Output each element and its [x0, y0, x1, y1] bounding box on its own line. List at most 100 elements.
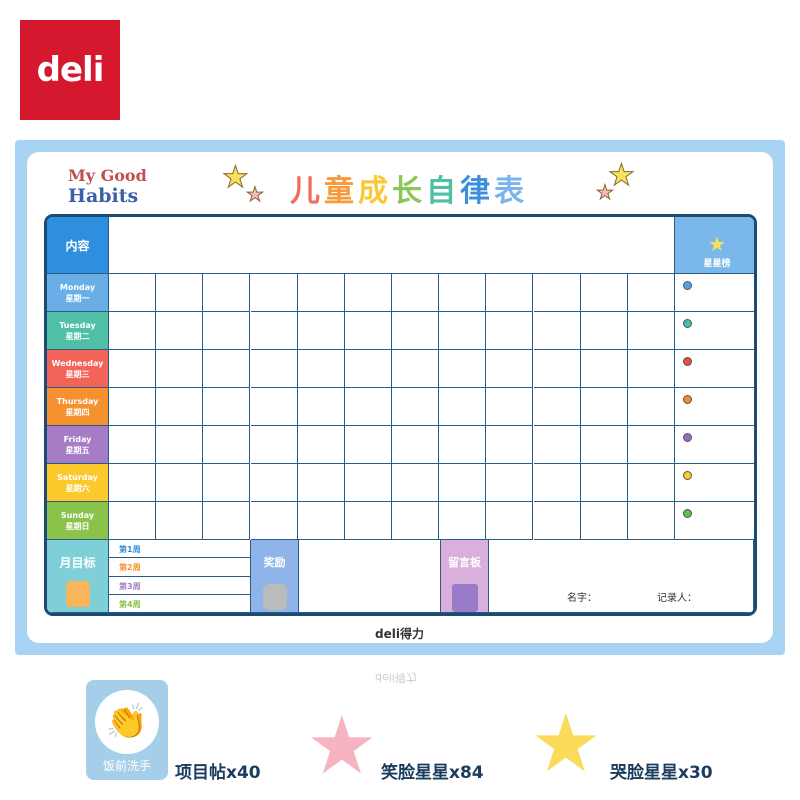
grid-cell[interactable] [109, 426, 157, 464]
grid-cell[interactable] [439, 426, 487, 464]
grid-cell[interactable] [156, 464, 204, 502]
grid-cell[interactable] [203, 464, 251, 502]
star-board-cell[interactable] [675, 388, 754, 426]
title-char: 儿 [290, 174, 324, 209]
grid-cell[interactable] [533, 426, 581, 464]
grid-cell[interactable] [439, 388, 487, 426]
star-board-cell[interactable] [675, 312, 754, 350]
grid-cell[interactable] [156, 388, 204, 426]
star-board-cell[interactable] [675, 350, 754, 388]
grid-cell[interactable] [392, 426, 440, 464]
grid-cell[interactable] [486, 312, 534, 350]
grid-cell[interactable] [486, 274, 534, 312]
star-board-cell[interactable] [675, 274, 754, 312]
grid-cell[interactable] [533, 312, 581, 350]
grid-cell[interactable] [486, 388, 534, 426]
grid-cell[interactable] [156, 426, 204, 464]
grid-cell[interactable] [156, 350, 204, 388]
grid-cell[interactable] [627, 312, 675, 350]
grid-cell[interactable] [580, 426, 628, 464]
grid-cell[interactable] [156, 502, 204, 540]
grid-cell[interactable] [533, 388, 581, 426]
grid-cell[interactable] [392, 312, 440, 350]
grid-cell[interactable] [627, 426, 675, 464]
grid-cell[interactable] [533, 502, 581, 540]
grid-cell[interactable] [344, 274, 392, 312]
grid-cell[interactable] [109, 388, 157, 426]
grid-cell[interactable] [297, 426, 345, 464]
grid-cell[interactable] [250, 312, 298, 350]
grid-cell[interactable] [297, 312, 345, 350]
grid-cell[interactable] [344, 312, 392, 350]
grid-cell[interactable] [203, 274, 251, 312]
grid-cell[interactable] [392, 350, 440, 388]
grid-cell[interactable] [250, 274, 298, 312]
grid-cell[interactable] [250, 388, 298, 426]
grid-cell[interactable] [203, 312, 251, 350]
grid-cell[interactable] [344, 426, 392, 464]
grid-cell[interactable] [109, 350, 157, 388]
grid-cell[interactable] [580, 274, 628, 312]
grid-cell[interactable] [486, 464, 534, 502]
grid-cell[interactable] [580, 388, 628, 426]
grid-cell[interactable] [203, 350, 251, 388]
grid-cell[interactable] [109, 274, 157, 312]
week-goal-row[interactable]: 第4周 [109, 594, 251, 613]
grid-cell[interactable] [486, 350, 534, 388]
grid-cell[interactable] [580, 350, 628, 388]
grid-cell[interactable] [250, 350, 298, 388]
grid-cell[interactable] [580, 502, 628, 540]
grid-cell[interactable] [156, 274, 204, 312]
grid-cell[interactable] [109, 502, 157, 540]
grid-cell[interactable] [439, 312, 487, 350]
grid-cell[interactable] [297, 388, 345, 426]
content-input[interactable] [109, 217, 675, 274]
grid-cell[interactable] [392, 388, 440, 426]
grid-cell[interactable] [250, 502, 298, 540]
grid-cell[interactable] [486, 502, 534, 540]
grid-cell[interactable] [250, 464, 298, 502]
grid-cell[interactable] [156, 312, 204, 350]
grid-cell[interactable] [392, 274, 440, 312]
star-board-cell[interactable] [675, 464, 754, 502]
star-board-cell[interactable] [675, 502, 754, 540]
grid-cell[interactable] [203, 426, 251, 464]
grid-cell[interactable] [439, 274, 487, 312]
grid-cell[interactable] [109, 312, 157, 350]
grid-cell[interactable] [439, 464, 487, 502]
grid-cell[interactable] [392, 464, 440, 502]
grid-cell[interactable] [344, 350, 392, 388]
grid-cell[interactable] [109, 464, 157, 502]
grid-cell[interactable] [297, 502, 345, 540]
grid-cell[interactable] [203, 388, 251, 426]
reward-input[interactable] [299, 540, 441, 613]
grid-cell[interactable] [533, 464, 581, 502]
grid-cell[interactable] [344, 502, 392, 540]
grid-cell[interactable] [250, 426, 298, 464]
message-board-input[interactable]: 名字： 记录人： [489, 540, 754, 613]
grid-cell[interactable] [439, 350, 487, 388]
grid-cell[interactable] [344, 464, 392, 502]
grid-cell[interactable] [580, 464, 628, 502]
grid-cell[interactable] [627, 464, 675, 502]
grid-cell[interactable] [203, 502, 251, 540]
grid-cell[interactable] [627, 388, 675, 426]
week-goal-row[interactable]: 第1周 [109, 540, 251, 559]
grid-cell[interactable] [533, 350, 581, 388]
grid-cell[interactable] [533, 274, 581, 312]
grid-cell[interactable] [627, 502, 675, 540]
day-zh: 星期三 [65, 369, 90, 379]
week-goal-row[interactable]: 第2周 [109, 558, 251, 577]
grid-cell[interactable] [297, 464, 345, 502]
grid-cell[interactable] [392, 502, 440, 540]
grid-cell[interactable] [439, 502, 487, 540]
grid-cell[interactable] [627, 274, 675, 312]
grid-cell[interactable] [627, 350, 675, 388]
grid-cell[interactable] [297, 350, 345, 388]
grid-cell[interactable] [486, 426, 534, 464]
star-board-cell[interactable] [675, 426, 754, 464]
grid-cell[interactable] [580, 312, 628, 350]
week-goal-row[interactable]: 第3周 [109, 576, 251, 595]
grid-cell[interactable] [344, 388, 392, 426]
grid-cell[interactable] [297, 274, 345, 312]
